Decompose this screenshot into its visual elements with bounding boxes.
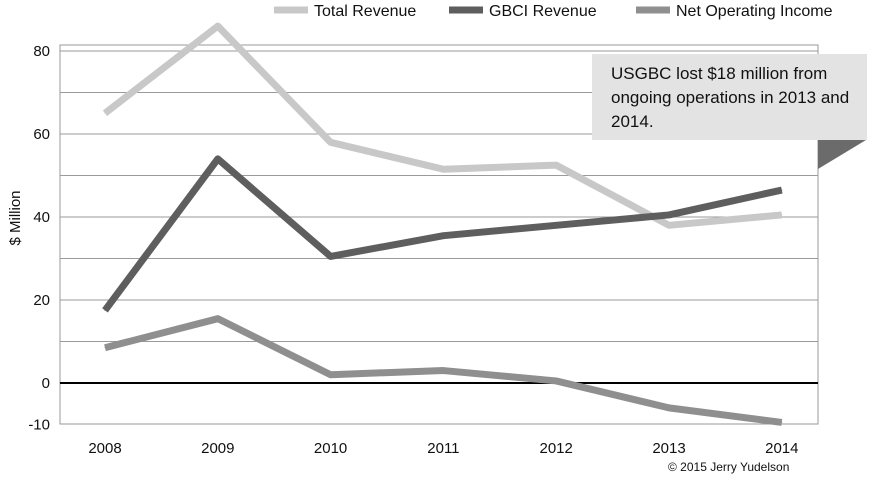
y-tick-label: -10 bbox=[28, 417, 50, 434]
data-point-total-revenue bbox=[555, 164, 557, 166]
y-tick-label: 0 bbox=[42, 375, 50, 392]
data-point-total-revenue bbox=[104, 112, 106, 114]
data-point-total-revenue bbox=[330, 141, 332, 143]
x-tick-label: 2008 bbox=[88, 440, 121, 457]
data-point-net-operating-income bbox=[104, 347, 106, 349]
data-point-total-revenue bbox=[668, 224, 670, 226]
data-point-gbci-revenue bbox=[104, 309, 106, 311]
legend-label: Net Operating Income bbox=[676, 3, 833, 20]
data-point-net-operating-income bbox=[330, 374, 332, 376]
series-lines bbox=[102, 22, 783, 426]
data-point-gbci-revenue bbox=[217, 158, 219, 160]
data-point-gbci-revenue bbox=[781, 189, 783, 191]
y-tick-label: 40 bbox=[33, 209, 50, 226]
legend-label: Total Revenue bbox=[314, 3, 416, 20]
y-axis-title: $ Million bbox=[7, 190, 24, 245]
data-point-total-revenue bbox=[781, 214, 783, 216]
callout-pointer bbox=[818, 140, 866, 169]
data-point-net-operating-income bbox=[781, 421, 783, 423]
x-tick-labels: 2008 2009 2010 2011 2012 2013 2014 bbox=[88, 440, 798, 457]
x-tick-label: 2012 bbox=[540, 440, 573, 457]
data-point-total-revenue bbox=[217, 25, 219, 27]
x-tick-label: 2013 bbox=[652, 440, 685, 457]
series-line-gbci-revenue bbox=[102, 155, 783, 313]
data-point-total-revenue bbox=[442, 168, 444, 170]
data-point-gbci-revenue bbox=[330, 255, 332, 257]
y-tick-labels: -10 0 20 40 60 80 bbox=[28, 43, 50, 434]
data-point-gbci-revenue bbox=[668, 214, 670, 216]
x-tick-label: 2009 bbox=[201, 440, 234, 457]
annotation-text: USGBC lost $18 million from ongoing oper… bbox=[611, 64, 850, 131]
x-tick-label: 2010 bbox=[314, 440, 347, 457]
data-point-net-operating-income bbox=[217, 318, 219, 320]
data-point-net-operating-income bbox=[555, 380, 557, 382]
data-point-gbci-revenue bbox=[555, 224, 557, 226]
copyright-note: © 2015 Jerry Yudelson bbox=[668, 460, 790, 474]
data-point-gbci-revenue bbox=[442, 235, 444, 237]
x-tick-label: 2011 bbox=[427, 440, 459, 457]
data-point-net-operating-income bbox=[442, 370, 444, 372]
legend: Total Revenue GBCI Revenue Net Operating I… bbox=[274, 3, 833, 20]
y-tick-label: 60 bbox=[33, 126, 50, 143]
legend-label: GBCI Revenue bbox=[489, 3, 597, 20]
plot-frame bbox=[59, 44, 819, 425]
annotation-callout: USGBC lost $18 million from ongoing oper… bbox=[592, 54, 867, 140]
data-point-net-operating-income bbox=[668, 407, 670, 409]
y-tick-label: 20 bbox=[33, 292, 50, 309]
callout-pointer-shape bbox=[818, 140, 866, 169]
y-tick-label: 80 bbox=[33, 43, 50, 60]
x-tick-label: 2014 bbox=[765, 440, 798, 457]
